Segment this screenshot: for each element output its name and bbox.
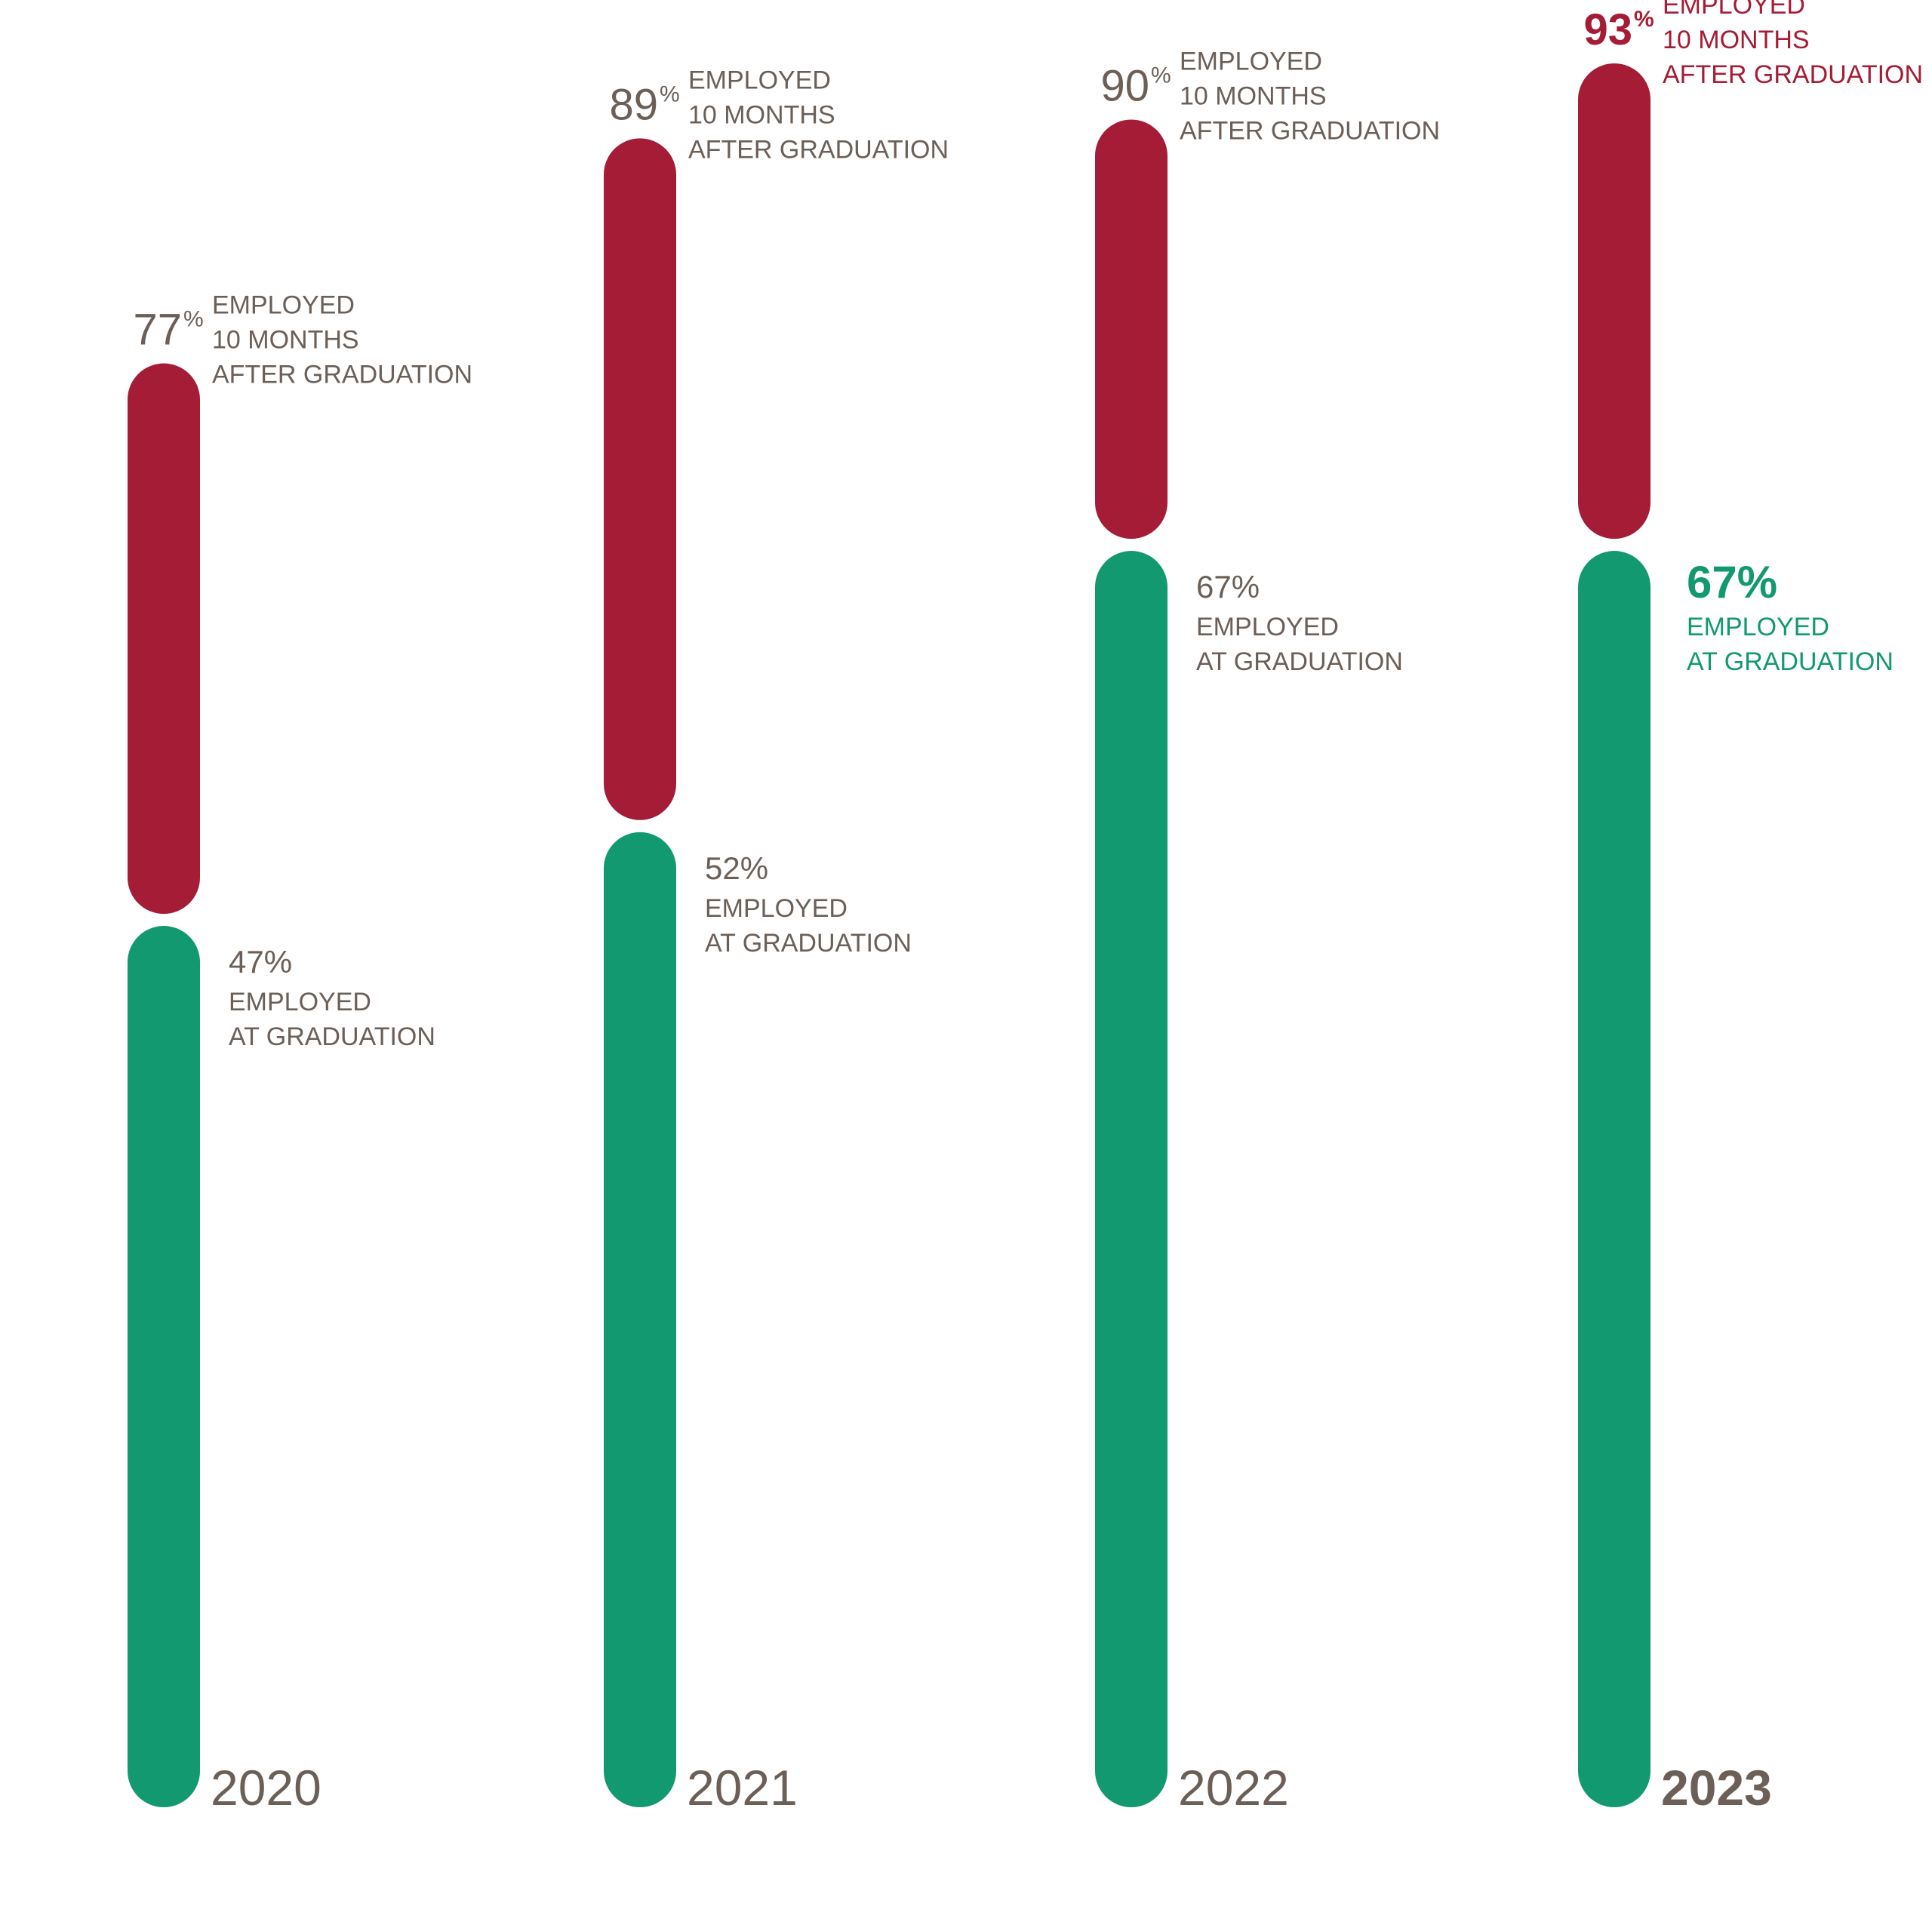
series-label-after-2022-line-2: 10 MONTHS	[1180, 82, 1327, 111]
series-label-at-2023-line-2: AT GRADUATION	[1687, 647, 1894, 676]
series-label-at-2023-line-1: EMPLOYED	[1687, 613, 1829, 641]
bar-after-graduation-2023	[1578, 63, 1651, 540]
series-label-after-2022-line-3: AFTER GRADUATION	[1180, 117, 1440, 146]
series-label-after-2023-line-3: AFTER GRADUATION	[1663, 60, 1923, 89]
year-label-2020: 2020	[211, 1760, 321, 1816]
series-label-at-2020-line-2: AT GRADUATION	[229, 1022, 435, 1051]
bars-layer	[128, 63, 1651, 1807]
series-label-at-2022-line-1: EMPLOYED	[1196, 613, 1339, 641]
bar-at-graduation-2020	[128, 926, 200, 1807]
bar-after-graduation-2020	[128, 363, 200, 915]
series-label-after-2021-line-2: 10 MONTHS	[688, 100, 835, 129]
series-label-after-2022-line-1: EMPLOYED	[1180, 48, 1322, 76]
value-label-at-2023: 67%	[1687, 557, 1777, 607]
series-label-after-2020-line-1: EMPLOYED	[212, 291, 355, 320]
series-label-at-2021-line-1: EMPLOYED	[705, 894, 848, 923]
series-label-after-2023-line-2: 10 MONTHS	[1663, 26, 1810, 54]
value-label-after-2020: 77	[133, 306, 182, 355]
value-label-after-pct-2020: %	[183, 307, 204, 332]
value-label-at-2021: 52%	[705, 850, 768, 886]
bar-at-graduation-2022	[1095, 551, 1168, 1807]
bar-at-graduation-2021	[604, 832, 676, 1807]
year-label-2023: 2023	[1661, 1760, 1772, 1816]
value-label-after-pct-2021: %	[660, 81, 680, 106]
bar-after-graduation-2022	[1095, 119, 1168, 540]
value-label-at-2020: 47%	[229, 944, 292, 979]
value-label-after-pct-2022: %	[1151, 63, 1171, 88]
year-label-2022: 2022	[1178, 1760, 1289, 1816]
series-label-at-2021-line-2: AT GRADUATION	[705, 929, 912, 958]
series-label-after-2020-line-3: AFTER GRADUATION	[212, 361, 472, 389]
value-label-after-2022: 90	[1100, 62, 1149, 111]
series-label-at-2022-line-2: AT GRADUATION	[1196, 647, 1403, 676]
value-label-at-2022: 67%	[1196, 569, 1260, 604]
labels-layer: 2020 77% EMPLOYED 10 MONTHS AFTER GRADUATION…	[133, 0, 1923, 1816]
value-label-after-pct-2023: %	[1634, 7, 1654, 32]
series-label-at-2020-line-1: EMPLOYED	[229, 988, 371, 1016]
series-label-after-2023-line-1: EMPLOYED	[1663, 0, 1805, 20]
bar-after-graduation-2021	[604, 138, 676, 820]
series-label-after-2020-line-2: 10 MONTHS	[212, 326, 359, 355]
series-label-after-2021-line-3: AFTER GRADUATION	[688, 135, 949, 164]
series-label-after-2021-line-1: EMPLOYED	[688, 66, 831, 94]
value-label-after-2021: 89	[609, 80, 658, 129]
value-label-after-2023: 93	[1583, 5, 1632, 54]
year-label-2021: 2021	[687, 1760, 798, 1816]
bar-at-graduation-2023	[1578, 551, 1651, 1807]
